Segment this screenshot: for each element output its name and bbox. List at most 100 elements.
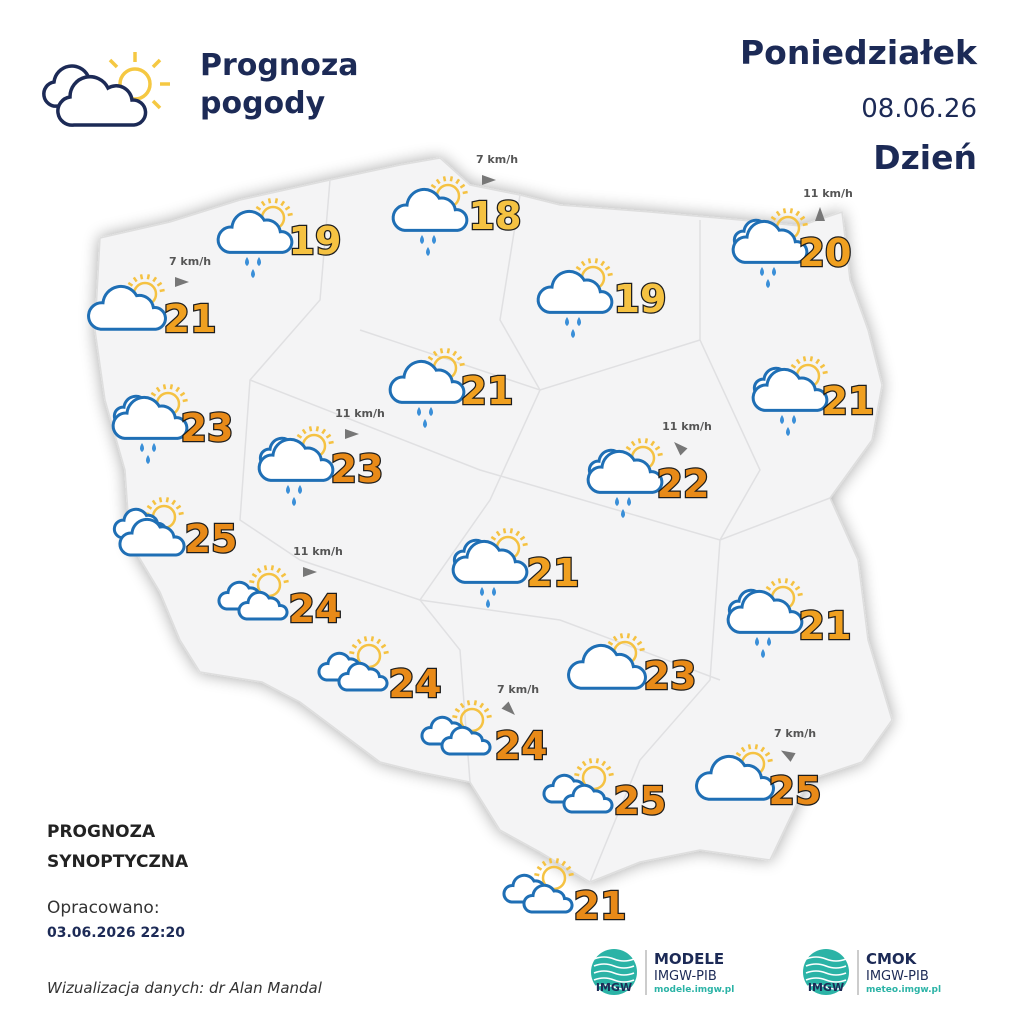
weather-icon [112, 497, 186, 557]
wind-arrow [345, 429, 359, 439]
sun-ray [370, 636, 375, 642]
temperature: 21 [799, 604, 852, 648]
sun-ray [283, 579, 289, 584]
wind-speed: 11 km/h [662, 420, 712, 433]
sun-ray [760, 746, 766, 753]
sun-ray [249, 579, 255, 584]
sun-ray [632, 635, 638, 642]
sun-icon [452, 700, 492, 733]
logo-wave [805, 977, 847, 983]
sun-ray [151, 499, 157, 506]
sun-ray [459, 702, 465, 709]
logo-name: MODELE [654, 950, 724, 968]
logo-badge-text: IMGW [596, 981, 632, 994]
sun-ray [740, 746, 746, 753]
sun-ray [459, 183, 466, 189]
sun-ray [548, 858, 553, 864]
temperature: 19 [289, 219, 342, 263]
footer-title: SYNOPTYCZNA [47, 852, 189, 872]
sun-ray [455, 178, 461, 185]
logo-url: meteo.imgw.pl [866, 985, 941, 995]
sun-ray [308, 426, 313, 432]
sun-ray [146, 504, 153, 510]
weather-icon [217, 565, 289, 621]
sun-ray [794, 585, 801, 591]
rain-drop [429, 407, 433, 416]
weather-icon [567, 633, 647, 690]
rain-drop [420, 235, 424, 244]
rain-drop [286, 485, 290, 494]
sun-ray [156, 281, 163, 287]
wind-arrow [303, 567, 317, 577]
sun-ray [626, 633, 631, 639]
rain-drop [761, 649, 765, 658]
sun-ray [770, 215, 777, 221]
sun-ray [432, 350, 438, 357]
sun-ray [522, 542, 528, 547]
wind-speed: 7 km/h [497, 683, 539, 696]
sun-ray [747, 744, 752, 750]
weather-icon [726, 578, 804, 658]
temperature: 25 [769, 769, 822, 813]
sun-ray [594, 258, 599, 264]
sun-ray [321, 428, 327, 435]
temperature: 21 [164, 297, 217, 341]
cloud-icon [695, 755, 775, 801]
rain-drop [755, 637, 759, 646]
temperature: 23 [181, 406, 234, 450]
logo-wave [593, 970, 635, 976]
title: Prognoza [200, 48, 359, 83]
wind-speed: 11 km/h [803, 187, 853, 200]
sun-ray [637, 438, 642, 444]
sun-ray [328, 440, 334, 445]
sun-ray [380, 643, 387, 649]
sun-ray [270, 565, 275, 571]
cloud-icon [586, 449, 664, 494]
logo-wave [805, 970, 847, 976]
rain-drop [146, 455, 150, 464]
cloud-icon [337, 661, 389, 692]
weather-icon [257, 426, 335, 506]
sun-ray [630, 440, 636, 447]
cloud-icon [751, 367, 829, 412]
rain-drop [486, 599, 490, 608]
weather-icon [317, 636, 389, 692]
sun-ray [158, 497, 163, 503]
sun-ray [795, 210, 801, 217]
sun-ray [383, 650, 389, 655]
sun-ray [625, 445, 632, 451]
sun-ray [132, 276, 138, 283]
rain-drop [760, 267, 764, 276]
sun-ray [349, 650, 355, 655]
temperature: 24 [495, 724, 548, 768]
sun-ray [795, 358, 801, 365]
temperature: 19 [614, 277, 667, 321]
footer-title: PROGNOZA [47, 822, 156, 842]
credit: Wizualizacja danych: dr Alan Mandal [47, 979, 323, 997]
sun-ray [809, 356, 814, 362]
cloud-icon [562, 783, 614, 814]
rain-drop [140, 443, 144, 452]
rain-drop [480, 587, 484, 596]
sun-ray [175, 504, 182, 510]
sun-ray [754, 744, 759, 750]
sun-ray [456, 355, 463, 361]
weather-icon [391, 176, 469, 256]
weather-icon [111, 384, 189, 464]
wind-speed: 11 km/h [293, 545, 343, 558]
sun-ray [555, 858, 560, 864]
sun-ray [274, 198, 279, 204]
sun-ray [644, 438, 649, 444]
cloud-icon [388, 359, 466, 404]
weather-icon [536, 258, 614, 338]
rain-drop [426, 247, 430, 256]
sun-ray [146, 274, 151, 280]
rain-drop [615, 497, 619, 506]
sun-ray [657, 452, 663, 457]
sun-ray [276, 567, 282, 574]
rain-drop [292, 497, 296, 506]
sun-ray [284, 205, 291, 211]
sun-ray [356, 638, 362, 645]
sun-ray [150, 391, 157, 397]
